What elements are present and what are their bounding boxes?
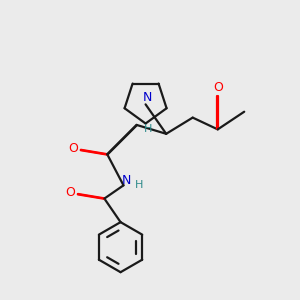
Text: O: O [213,81,223,94]
Text: O: O [66,186,75,199]
Text: O: O [68,142,78,155]
Text: H: H [144,124,152,134]
Text: H: H [135,180,143,190]
Text: N: N [122,174,131,188]
Text: N: N [142,92,152,104]
